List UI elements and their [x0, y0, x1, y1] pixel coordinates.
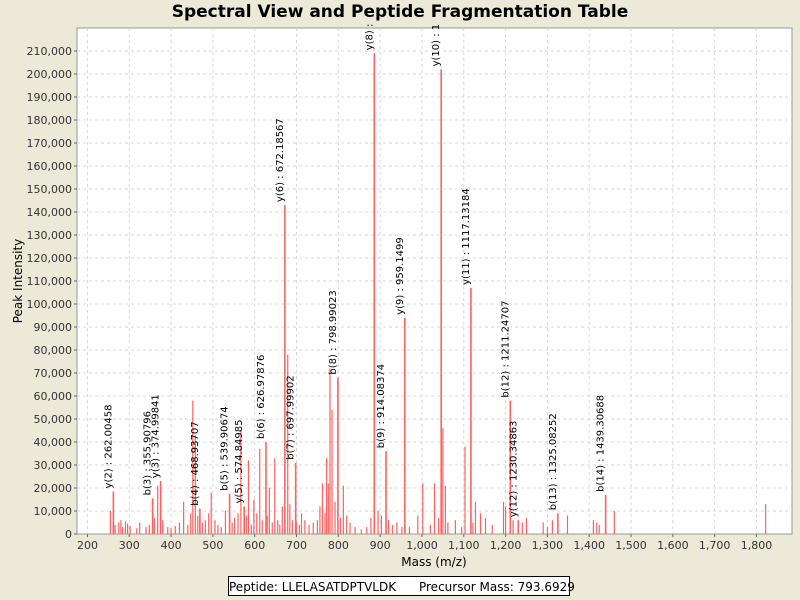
y-tick-label: 0: [65, 528, 72, 541]
y-tick-label: 190,000: [27, 91, 73, 104]
y-tick-label: 80,000: [34, 344, 73, 357]
x-axis-ticks: 200 300 400 500 600 700 800 900 1,000 1,100 1,200 1…: [77, 534, 772, 552]
peptide-text: Peptide: LLELASATDPTVLDK: [229, 580, 397, 594]
peak-label: y(8) :: [364, 24, 375, 51]
y-tick-label: 50,000: [34, 413, 73, 426]
peak-bars: [109, 53, 767, 534]
x-axis-label: Mass (m/z): [401, 555, 466, 569]
y-tick-label: 120,000: [27, 252, 73, 265]
x-tick-label: 1,800: [741, 539, 773, 552]
peak-label: y(3) : 374.99841: [151, 394, 162, 478]
y-tick-label: 30,000: [34, 459, 73, 472]
y-tick-label: 140,000: [27, 206, 73, 219]
x-tick-label: 900: [370, 539, 391, 552]
y-tick-label: 70,000: [34, 367, 73, 380]
peak-label: y(10) : 1: [431, 24, 442, 67]
x-tick-label: 1,400: [573, 539, 605, 552]
x-tick-label: 700: [286, 539, 307, 552]
x-tick-label: 1,300: [532, 539, 564, 552]
y-tick-label: 20,000: [34, 482, 73, 495]
peak-label: y(12) : 1230.34863: [508, 421, 519, 518]
peak-label: y(2) : 262.00458: [103, 405, 114, 489]
y-tick-label: 180,000: [27, 114, 73, 127]
x-tick-label: 600: [244, 539, 265, 552]
peak-label: y(9) : 959.1499: [395, 237, 406, 315]
peak-label: b(4) : 468.93707: [190, 421, 201, 505]
y-tick-label: 100,000: [27, 298, 73, 311]
peak-label: b(7) : 697.99902: [286, 375, 297, 459]
x-tick-label: 800: [328, 539, 349, 552]
peak-label: b(9) : 914.08374: [376, 364, 387, 448]
x-tick-label: 1,600: [657, 539, 689, 552]
peptide-info-box: Peptide: LLELASATDPTVLDK Precursor Mass:…: [228, 576, 575, 596]
y-tick-label: 160,000: [27, 160, 73, 173]
spectrum-chart: 0 10,000 20,000 30,000 40,000 50,000 60,000 70,…: [11, 24, 793, 569]
peak-label: b(5) : 539.90674: [220, 406, 231, 490]
peak-label: y(6) : 672.18567: [275, 118, 286, 202]
y-tick-label: 90,000: [34, 321, 73, 334]
x-tick-label: 1,200: [490, 539, 522, 552]
y-tick-label: 210,000: [27, 45, 73, 58]
peak-label: b(14) : 1439.30688: [596, 395, 607, 492]
peak-label: b(3) : 355.90796: [143, 411, 154, 495]
peak-label: b(12) : 1211.24707: [500, 301, 511, 398]
y-tick-label: 40,000: [34, 436, 73, 449]
peak-label: b(6) : 626.97876: [256, 355, 267, 439]
peak-label: y(11) : 1117.13184: [461, 188, 472, 285]
grid-lines: [77, 28, 792, 534]
x-tick-label: 1,000: [406, 539, 438, 552]
y-axis-label: Peak Intensity: [11, 239, 25, 324]
x-tick-label: 300: [119, 539, 140, 552]
y-tick-label: 10,000: [34, 505, 73, 518]
x-tick-label: 1,500: [615, 539, 647, 552]
peak-label: b(8) : 798.99023: [328, 290, 339, 374]
peak-label: b(13) : 1325.08252: [548, 413, 559, 510]
y-tick-label: 110,000: [27, 275, 73, 288]
y-axis-ticks: 0 10,000 20,000 30,000 40,000 50,000 60,000 70,…: [27, 45, 77, 541]
chart-title: Spectral View and Peptide Fragmentation …: [171, 2, 629, 22]
y-tick-label: 200,000: [27, 68, 73, 81]
x-tick-label: 1,100: [448, 539, 480, 552]
x-tick-label: 500: [202, 539, 223, 552]
y-tick-label: 60,000: [34, 390, 73, 403]
x-tick-label: 1,700: [699, 539, 731, 552]
peak-label: y(5) : 574.84985: [234, 420, 245, 504]
y-tick-label: 130,000: [27, 229, 73, 242]
precursor-mass-text: Precursor Mass: 793.6929: [418, 580, 575, 594]
y-tick-label: 150,000: [27, 183, 73, 196]
y-tick-label: 170,000: [27, 137, 73, 150]
x-tick-label: 200: [77, 539, 98, 552]
x-tick-label: 400: [161, 539, 182, 552]
